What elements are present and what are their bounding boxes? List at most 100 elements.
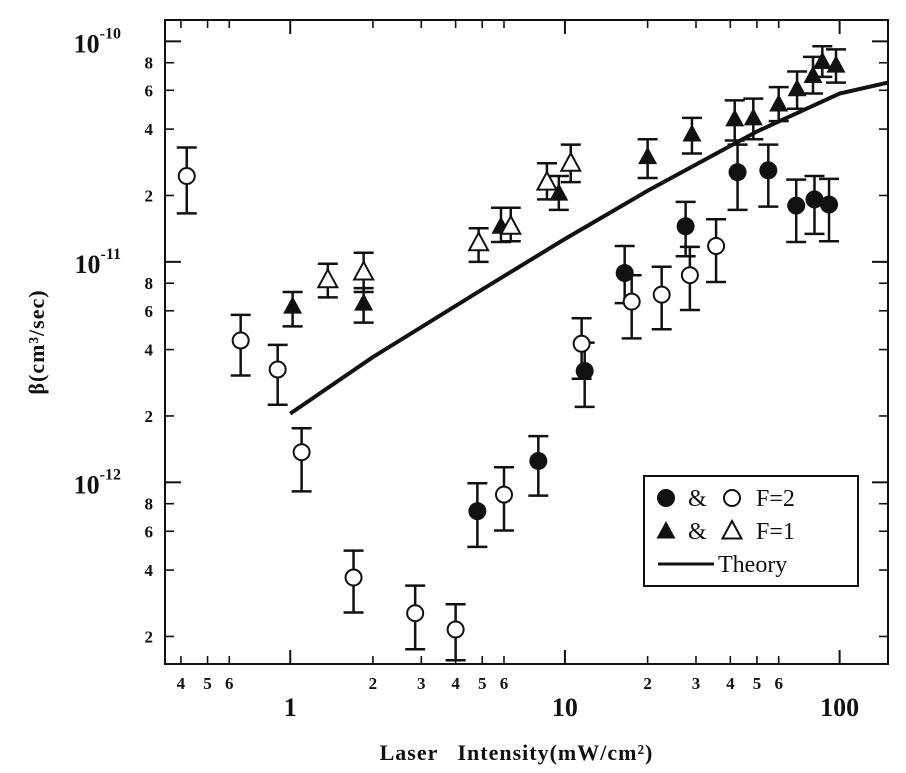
x-minor-tick-label: 5 <box>753 674 762 693</box>
legend-label: F=1 <box>756 519 795 545</box>
x-tick-label: 100 <box>820 693 859 722</box>
y-minor-tick-label: 8 <box>145 495 154 514</box>
data-point <box>638 139 658 178</box>
data-point <box>743 99 763 140</box>
filled-triangle-marker <box>354 293 373 311</box>
data-point <box>467 483 487 547</box>
filled-circle-marker <box>759 161 777 179</box>
open-circle-marker <box>294 444 310 460</box>
open-circle-marker <box>654 287 670 303</box>
data-point <box>268 345 288 405</box>
y-minor-tick-label: 8 <box>145 274 154 293</box>
data-point <box>575 343 595 407</box>
x-tick-label: 10 <box>552 693 578 722</box>
data-point <box>177 148 197 214</box>
data-point <box>469 228 489 262</box>
y-minor-tick-label: 2 <box>145 627 154 646</box>
filled-triangle-marker <box>725 109 744 127</box>
data-point <box>786 180 806 242</box>
filled-circle-marker <box>820 196 838 214</box>
open-triangle-marker <box>469 233 488 251</box>
open-triangle-marker <box>561 153 580 171</box>
open-circle-marker <box>179 168 195 184</box>
x-minor-tick-label: 2 <box>369 674 378 693</box>
x-axis-title: Laser Intensity(mW/cm²) <box>380 740 654 765</box>
open-circle-marker <box>407 605 423 621</box>
y-minor-tick-label: 2 <box>145 186 154 205</box>
x-minor-tick-label: 4 <box>177 674 186 693</box>
filled-triangle-marker <box>638 147 657 165</box>
data-point <box>446 604 466 660</box>
y-tick-label: 10-12 <box>74 466 121 499</box>
data-point <box>405 586 425 650</box>
y-minor-tick-label: 4 <box>145 561 154 580</box>
y-axis-title: β(cm³/sec) <box>24 289 49 394</box>
data-point <box>292 428 312 491</box>
filled-circle-marker <box>576 362 594 380</box>
data-point <box>494 467 514 530</box>
open-circle-marker <box>270 361 286 377</box>
filled-triangle-marker <box>283 296 302 314</box>
data-point <box>283 292 303 326</box>
x-minor-tick-label: 6 <box>225 674 234 693</box>
data-point <box>318 264 338 298</box>
data-point <box>344 551 364 613</box>
y-tick-label: 10-11 <box>75 246 121 279</box>
legend-label: Theory <box>718 552 787 578</box>
y-minor-tick-label: 4 <box>145 120 154 139</box>
x-minor-tick-label: 5 <box>478 674 487 693</box>
open-circle-marker <box>448 622 464 638</box>
filled-circle-marker <box>677 217 695 235</box>
data-point <box>758 145 778 207</box>
open-triangle-marker <box>354 262 373 280</box>
filled-triangle-marker <box>682 124 701 142</box>
data-point <box>819 179 839 241</box>
x-minor-tick-label: 3 <box>692 674 701 693</box>
y-tick-label: 10-10 <box>74 25 121 58</box>
legend-joiner: & <box>688 519 707 545</box>
open-triangle-marker <box>318 270 337 288</box>
open-circle-marker <box>346 570 362 586</box>
x-minor-tick-label: 6 <box>774 674 783 693</box>
filled-circle-marker <box>787 197 805 215</box>
legend: & F=2 & F=1 Theory <box>644 476 858 586</box>
y-minor-tick-label: 6 <box>145 81 154 100</box>
filled-circle-marker <box>729 163 747 181</box>
x-minor-tick-label: 5 <box>203 674 212 693</box>
data-point <box>354 253 374 292</box>
data-point <box>528 436 548 496</box>
open-circle-marker <box>624 294 640 310</box>
data-point <box>725 100 745 140</box>
filled-triangle-marker <box>826 55 845 73</box>
x-minor-tick-label: 6 <box>500 674 509 693</box>
filled-triangle-marker <box>769 94 788 112</box>
filled-circle-marker <box>468 502 486 520</box>
y-minor-tick-label: 6 <box>145 522 154 541</box>
data-point <box>682 118 702 154</box>
data-point <box>652 267 672 329</box>
data-point <box>231 315 251 376</box>
x-minor-tick-label: 3 <box>417 674 426 693</box>
open-circle-marker <box>682 267 698 283</box>
data-point <box>728 145 748 210</box>
y-minor-tick-label: 4 <box>145 341 154 360</box>
y-minor-tick-label: 6 <box>145 302 154 321</box>
filled-circle-marker <box>529 452 547 470</box>
filled-circle-marker <box>657 489 675 507</box>
open-triangle-marker <box>537 172 556 190</box>
x-tick-label: 1 <box>284 693 297 722</box>
filled-triangle-marker <box>744 108 763 126</box>
x-minor-tick-label: 4 <box>726 674 735 693</box>
data-point <box>769 87 789 121</box>
open-circle-marker <box>724 490 740 506</box>
filled-triangle-marker <box>813 52 832 70</box>
open-circle-marker <box>496 487 512 503</box>
legend-label: F=2 <box>756 486 795 512</box>
legend-joiner: & <box>688 486 707 512</box>
x-minor-tick-label: 2 <box>643 674 652 693</box>
data-point <box>676 202 696 256</box>
data-point <box>787 72 807 109</box>
x-minor-tick-label: 4 <box>451 674 460 693</box>
